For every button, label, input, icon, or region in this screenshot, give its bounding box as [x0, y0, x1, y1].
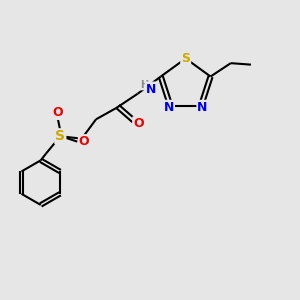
Text: N: N: [164, 101, 174, 114]
Text: S: S: [181, 52, 190, 65]
Text: S: S: [55, 129, 65, 143]
Text: O: O: [79, 135, 89, 148]
Text: O: O: [52, 106, 63, 119]
Text: N: N: [197, 101, 208, 114]
Text: H: H: [140, 80, 148, 90]
Text: N: N: [146, 82, 156, 95]
Text: O: O: [133, 117, 144, 130]
